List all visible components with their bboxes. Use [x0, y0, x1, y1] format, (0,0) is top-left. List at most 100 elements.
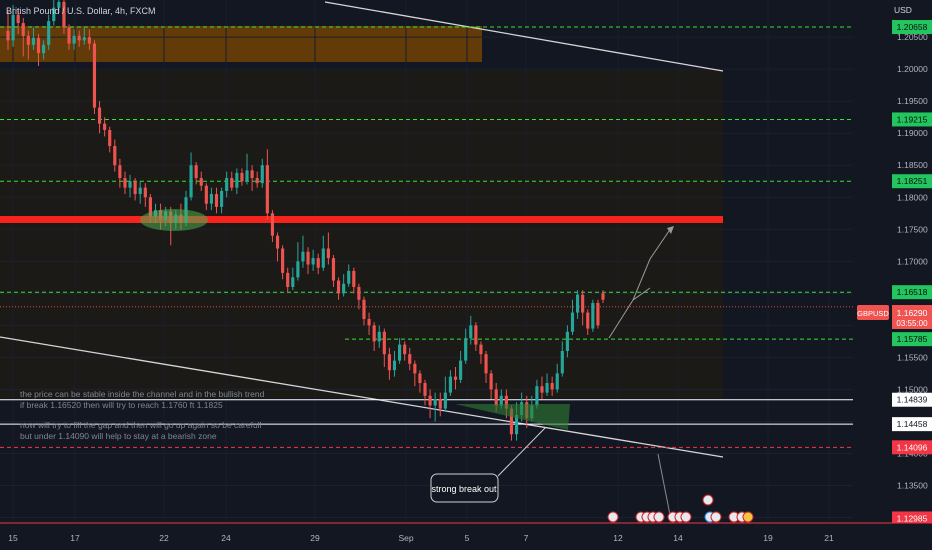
candle-body[interactable]	[77, 35, 81, 41]
candle-body[interactable]	[255, 178, 259, 184]
event-flag-icon[interactable]	[702, 494, 714, 506]
candle-body[interactable]	[392, 360, 397, 371]
price-axis[interactable]: USD 1.205001.200001.195001.190001.185001…	[853, 0, 932, 526]
candle-body[interactable]	[148, 197, 152, 217]
candle-body[interactable]	[423, 383, 427, 396]
event-flag-icon[interactable]	[680, 511, 692, 523]
candle-body[interactable]	[103, 123, 107, 131]
candle-body[interactable]	[494, 389, 498, 406]
candle-body[interactable]	[331, 258, 336, 281]
candle-body[interactable]	[6, 30, 10, 41]
candle-body[interactable]	[362, 299, 366, 319]
candle-body[interactable]	[377, 331, 381, 342]
candle-body[interactable]	[189, 165, 193, 198]
candle-body[interactable]	[92, 43, 97, 108]
candle-body[interactable]	[550, 383, 554, 390]
candle-body[interactable]	[82, 37, 86, 41]
candle-body[interactable]	[16, 14, 20, 24]
candle-body[interactable]	[286, 272, 290, 287]
candle-body[interactable]	[545, 383, 549, 393]
candle-body[interactable]	[296, 261, 300, 278]
candle-body[interactable]	[326, 248, 330, 259]
candle-body[interactable]	[591, 302, 595, 329]
candle-body[interactable]	[357, 286, 361, 300]
candle-body[interactable]	[21, 23, 25, 36]
candle-body[interactable]	[209, 194, 213, 204]
gap-fill-triangle[interactable]	[455, 404, 570, 430]
consolidation-ellipse[interactable]	[140, 209, 208, 231]
candle-body[interactable]	[128, 181, 132, 188]
candle-body[interactable]	[62, 1, 66, 28]
candle-body[interactable]	[133, 181, 137, 195]
candle-body[interactable]	[514, 415, 519, 435]
event-flag-icon[interactable]	[653, 511, 665, 523]
candle-body[interactable]	[601, 293, 605, 300]
candle-body[interactable]	[438, 399, 442, 409]
candle-body[interactable]	[57, 1, 61, 8]
candle-body[interactable]	[459, 360, 463, 380]
candle-body[interactable]	[347, 270, 351, 284]
candle-body[interactable]	[316, 258, 320, 268]
candle-body[interactable]	[581, 294, 585, 313]
candle-body[interactable]	[301, 251, 305, 262]
candle-body[interactable]	[194, 165, 198, 179]
candle-body[interactable]	[26, 35, 30, 45]
candle-body[interactable]	[306, 251, 310, 265]
candle-body[interactable]	[535, 386, 539, 406]
candle-body[interactable]	[387, 354, 391, 371]
candle-body[interactable]	[575, 294, 580, 313]
candle-body[interactable]	[118, 165, 122, 179]
candle-body[interactable]	[281, 248, 285, 273]
resistance-zone-bar[interactable]	[0, 216, 723, 223]
event-flag-icon[interactable]	[742, 511, 754, 523]
candle-body[interactable]	[474, 325, 478, 345]
candle-body[interactable]	[469, 325, 473, 339]
candle-body[interactable]	[509, 408, 514, 435]
candle-body[interactable]	[428, 395, 432, 406]
candle-body[interactable]	[398, 344, 402, 361]
breakout-callout[interactable]: strong break out	[430, 427, 546, 503]
candle-body[interactable]	[250, 170, 254, 179]
candle-body[interactable]	[245, 170, 249, 182]
economic-event-flags[interactable]	[607, 494, 754, 523]
candle-body[interactable]	[382, 331, 386, 355]
candle-body[interactable]	[47, 21, 51, 45]
candle-body[interactable]	[403, 344, 407, 355]
candle-body[interactable]	[464, 338, 468, 361]
candle-body[interactable]	[52, 7, 56, 22]
candle-body[interactable]	[265, 165, 269, 214]
channel-lower-line[interactable]	[0, 336, 724, 458]
candle-body[interactable]	[555, 373, 559, 390]
candle-body[interactable]	[97, 107, 102, 124]
candle-body[interactable]	[240, 172, 244, 182]
candle-body[interactable]	[270, 213, 275, 236]
candle-body[interactable]	[87, 37, 91, 44]
candle-body[interactable]	[489, 373, 493, 390]
candle-body[interactable]	[367, 318, 371, 326]
candle-body[interactable]	[311, 258, 315, 265]
candle-body[interactable]	[113, 146, 117, 166]
candle-body[interactable]	[596, 302, 600, 326]
time-axis[interactable]: 15 17 22 24 29 Sep 5 7 12 14 19 21	[0, 522, 932, 550]
candle-body[interactable]	[433, 399, 437, 406]
candle-body[interactable]	[138, 187, 142, 195]
candle-body[interactable]	[108, 130, 112, 147]
candle-body[interactable]	[479, 344, 483, 355]
candle-body[interactable]	[199, 178, 203, 186]
candle-body[interactable]	[204, 185, 208, 204]
candle-body[interactable]	[504, 395, 508, 409]
candle-body[interactable]	[565, 331, 569, 351]
candle-body[interactable]	[72, 35, 76, 44]
candle-body[interactable]	[225, 178, 229, 191]
candle-body[interactable]	[570, 312, 575, 332]
channel-upper-line[interactable]	[324, 1, 724, 72]
candle-body[interactable]	[342, 283, 346, 294]
candle-body[interactable]	[408, 354, 412, 364]
candle-body[interactable]	[291, 277, 295, 287]
candle-body[interactable]	[123, 178, 127, 188]
candle-body[interactable]	[31, 37, 36, 45]
candle-body[interactable]	[11, 14, 15, 41]
candle-body[interactable]	[220, 190, 224, 207]
candle-body[interactable]	[275, 235, 280, 249]
